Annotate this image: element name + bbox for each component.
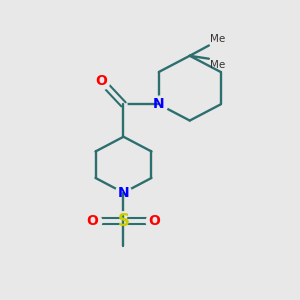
Text: O: O [95, 74, 107, 88]
Text: O: O [87, 214, 98, 228]
Text: Me: Me [210, 60, 226, 70]
Text: O: O [148, 214, 160, 228]
Text: Me: Me [210, 34, 226, 44]
Text: N: N [153, 98, 165, 111]
Text: N: N [118, 186, 129, 200]
Text: S: S [118, 212, 130, 230]
